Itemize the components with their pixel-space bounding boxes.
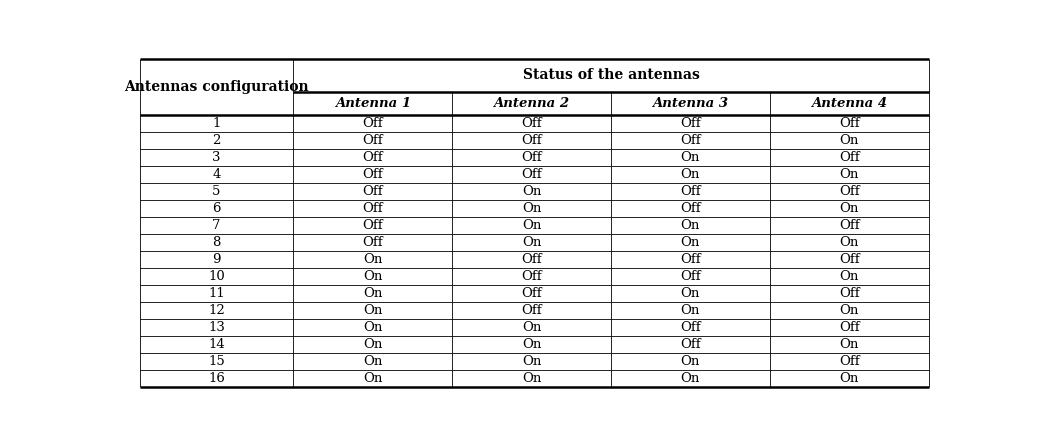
Text: Off: Off — [521, 253, 542, 266]
Text: Off: Off — [839, 117, 860, 130]
Text: 16: 16 — [208, 372, 225, 385]
Text: On: On — [522, 372, 541, 385]
Text: Antennas configuration: Antennas configuration — [124, 80, 308, 94]
Text: Off: Off — [680, 133, 700, 147]
Text: Status of the antennas: Status of the antennas — [522, 69, 699, 82]
Text: Off: Off — [680, 321, 700, 334]
Text: 8: 8 — [213, 236, 221, 249]
Text: On: On — [680, 168, 700, 181]
Text: Off: Off — [521, 133, 542, 147]
Text: Off: Off — [680, 185, 700, 198]
Text: On: On — [522, 202, 541, 215]
Text: Off: Off — [680, 270, 700, 283]
Text: On: On — [680, 355, 700, 368]
Text: Off: Off — [363, 236, 383, 249]
Text: On: On — [363, 304, 382, 317]
Text: 1: 1 — [213, 117, 221, 130]
Text: Off: Off — [363, 133, 383, 147]
Text: 7: 7 — [213, 219, 221, 232]
Text: 9: 9 — [213, 253, 221, 266]
Text: On: On — [363, 287, 382, 300]
Text: Off: Off — [521, 287, 542, 300]
Text: On: On — [840, 168, 859, 181]
Text: 11: 11 — [208, 287, 225, 300]
Text: Off: Off — [521, 304, 542, 317]
Text: On: On — [363, 355, 382, 368]
Text: Off: Off — [839, 321, 860, 334]
Text: On: On — [680, 219, 700, 232]
Text: On: On — [522, 355, 541, 368]
Text: Off: Off — [363, 168, 383, 181]
Text: Off: Off — [521, 151, 542, 164]
Text: Off: Off — [839, 185, 860, 198]
Text: On: On — [840, 372, 859, 385]
Text: Off: Off — [363, 151, 383, 164]
Text: Off: Off — [680, 117, 700, 130]
Text: On: On — [522, 236, 541, 249]
Text: Off: Off — [680, 338, 700, 351]
Text: Off: Off — [839, 287, 860, 300]
Text: Antenna 2: Antenna 2 — [494, 97, 570, 110]
Text: Off: Off — [363, 185, 383, 198]
Text: 4: 4 — [213, 168, 221, 181]
Text: Off: Off — [521, 270, 542, 283]
Text: On: On — [680, 236, 700, 249]
Text: On: On — [840, 202, 859, 215]
Text: Off: Off — [839, 355, 860, 368]
Text: On: On — [840, 270, 859, 283]
Text: 15: 15 — [208, 355, 225, 368]
Text: Off: Off — [680, 202, 700, 215]
Text: On: On — [680, 151, 700, 164]
Text: 12: 12 — [208, 304, 225, 317]
Text: 13: 13 — [208, 321, 225, 334]
Text: On: On — [363, 321, 382, 334]
Text: Off: Off — [680, 253, 700, 266]
Text: 14: 14 — [208, 338, 225, 351]
Text: On: On — [363, 270, 382, 283]
Text: On: On — [840, 133, 859, 147]
Text: 6: 6 — [213, 202, 221, 215]
Text: On: On — [522, 338, 541, 351]
Text: On: On — [363, 338, 382, 351]
Text: On: On — [840, 304, 859, 317]
Text: Off: Off — [521, 117, 542, 130]
Text: 2: 2 — [213, 133, 221, 147]
Text: Off: Off — [363, 219, 383, 232]
Text: Off: Off — [839, 151, 860, 164]
Text: On: On — [680, 372, 700, 385]
Text: Off: Off — [363, 117, 383, 130]
Text: On: On — [680, 287, 700, 300]
Text: 5: 5 — [213, 185, 221, 198]
Text: 10: 10 — [208, 270, 225, 283]
Text: On: On — [680, 304, 700, 317]
Text: Off: Off — [839, 219, 860, 232]
Text: On: On — [840, 236, 859, 249]
Text: Off: Off — [521, 168, 542, 181]
Text: On: On — [522, 321, 541, 334]
Text: Antenna 4: Antenna 4 — [811, 97, 887, 110]
Text: Off: Off — [363, 202, 383, 215]
Text: On: On — [363, 253, 382, 266]
Text: 3: 3 — [213, 151, 221, 164]
Text: Antenna 3: Antenna 3 — [652, 97, 728, 110]
Text: On: On — [363, 372, 382, 385]
Text: On: On — [522, 185, 541, 198]
Text: On: On — [840, 338, 859, 351]
Text: Antenna 1: Antenna 1 — [334, 97, 411, 110]
Text: On: On — [522, 219, 541, 232]
Text: Off: Off — [839, 253, 860, 266]
